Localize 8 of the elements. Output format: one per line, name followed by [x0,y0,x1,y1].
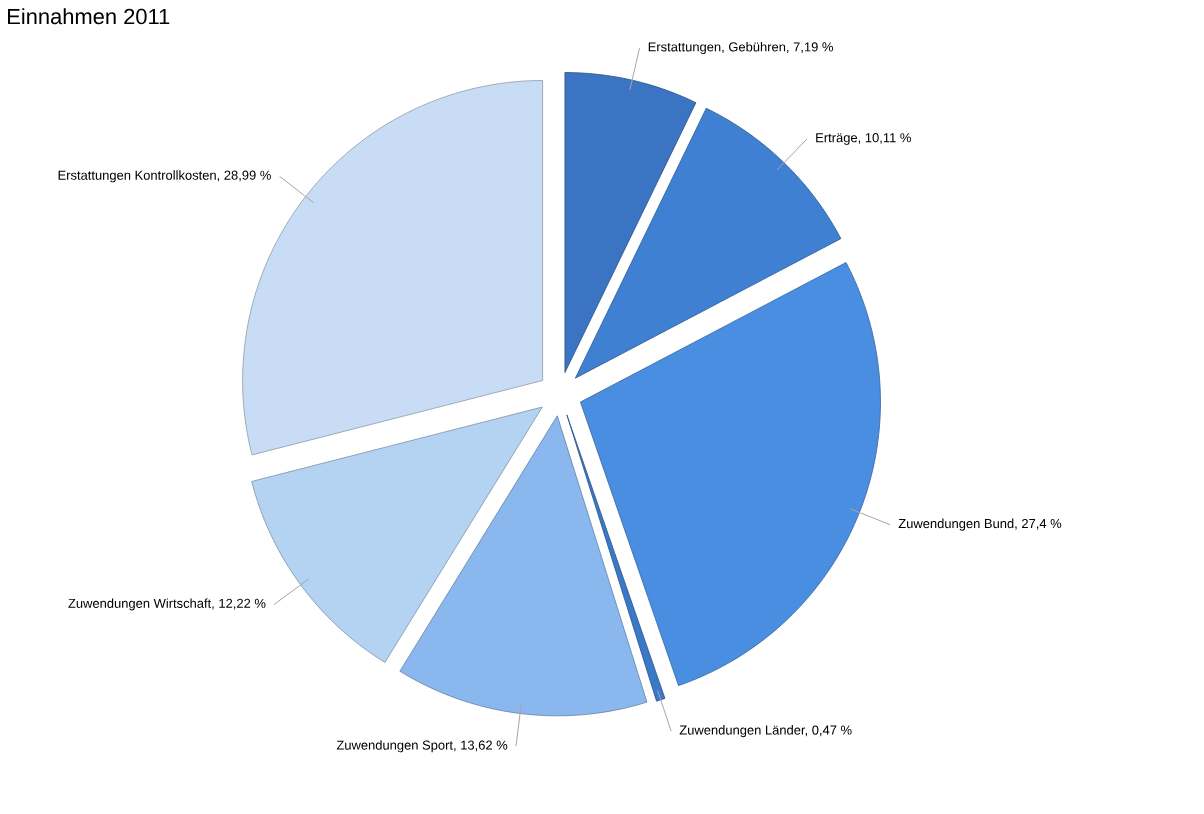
slice-label: Erstattungen Kontrollkosten, 28,99 % [58,170,271,183]
slice-label: Erstattungen, Gebühren, 7,19 % [648,41,833,55]
chart-title: Einnahmen 2011 [8,8,170,25]
slice-label: Zuwendungen Länder, 0,47 % [679,725,852,738]
slice-label: Zuwendungen Bund, 27,4 % [898,518,1062,531]
slice-label: Zuwendungen Wirtschaft, 12,22 % [68,598,266,611]
slice-label: Zuwendungen Sport, 13,62 % [336,740,508,753]
slice-label: Erträge, 10,11 % [816,133,911,145]
